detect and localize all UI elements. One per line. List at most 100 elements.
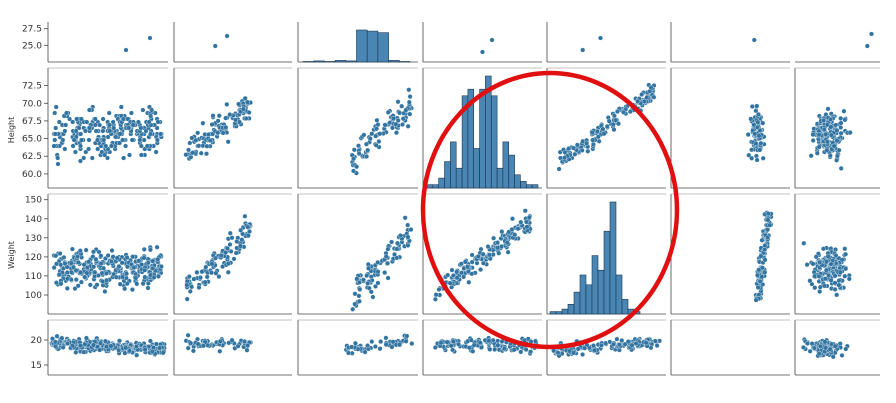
scatter-point [385, 109, 391, 115]
scatter-point [838, 120, 844, 126]
scatter-point [454, 269, 460, 275]
scatter-point [56, 272, 62, 278]
scatter-point [834, 157, 840, 163]
scatter-point [749, 104, 755, 109]
scatter-point [755, 272, 760, 278]
scatter-point [62, 146, 68, 152]
scatter-point [201, 343, 206, 349]
scatter-point [223, 115, 229, 121]
scatter-point [350, 306, 356, 312]
y-tick-label: 67.5 [22, 117, 42, 127]
scatter-point [372, 344, 378, 350]
scatter-point [619, 338, 625, 343]
scatter-point [52, 110, 58, 116]
scatter-point [389, 344, 395, 350]
scatter-point [213, 255, 218, 261]
scatter-point [146, 119, 152, 125]
panel-r0-c5 [670, 22, 790, 63]
scatter-point [506, 229, 512, 235]
scatter-point [654, 343, 660, 349]
scatter-point [754, 103, 760, 109]
scatter-point [518, 219, 524, 225]
scatter-point [450, 347, 456, 353]
scatter-point [354, 164, 360, 170]
scatter-point [400, 122, 405, 127]
scatter-point [70, 343, 75, 349]
scatter-point [224, 33, 230, 39]
scatter-point [128, 110, 134, 116]
scatter-point [61, 254, 67, 260]
scatter-point [153, 341, 159, 347]
scatter-point [225, 269, 231, 275]
scatter-point [82, 274, 88, 280]
red-highlight-ellipse [420, 70, 680, 350]
scatter-point [433, 292, 439, 298]
scatter-point [400, 116, 406, 122]
scatter-point [823, 345, 829, 351]
histogram-bar [615, 274, 623, 315]
scatter-point [393, 121, 399, 127]
histogram-bar [555, 311, 563, 315]
scatter-point [641, 98, 647, 104]
scatter-point [121, 155, 127, 161]
scatter-point [486, 338, 492, 344]
scatter-point [349, 344, 355, 350]
histogram-bar [531, 184, 539, 189]
panel-r0-c0 [47, 22, 168, 63]
scatter-point [512, 232, 518, 238]
scatter-point [64, 285, 70, 291]
scatter-point [383, 342, 389, 348]
scatter-point [154, 244, 160, 250]
scatter-point [77, 158, 83, 164]
scatter-point [869, 31, 874, 37]
scatter-point [827, 346, 833, 352]
y-tick-label: 15 [31, 361, 42, 371]
scatter-point [92, 122, 98, 128]
scatter-point [100, 128, 106, 134]
scatter-point [405, 234, 411, 240]
scatter-point [237, 243, 243, 249]
scatter-point [635, 98, 641, 104]
panel-r1-c5 [670, 67, 790, 189]
scatter-point [373, 283, 378, 289]
scatter-point [239, 237, 245, 243]
scatter-point [812, 285, 818, 291]
scatter-point [842, 273, 848, 279]
scatter-point [64, 270, 70, 275]
scatter-point [209, 261, 215, 267]
scatter-point [407, 94, 413, 100]
scatter-point [227, 112, 233, 118]
scatter-point [130, 254, 136, 260]
scatter-point [817, 289, 823, 295]
scatter-point [449, 267, 455, 273]
scatter-point [52, 137, 58, 143]
scatter-point [804, 262, 810, 268]
scatter-point [127, 348, 132, 354]
histogram-bar [455, 167, 463, 189]
scatter-point [220, 130, 226, 136]
scatter-point [122, 286, 128, 292]
panel-r0-c1 [173, 22, 292, 63]
scatter-point [389, 239, 395, 245]
panel-r1-c3 [422, 67, 542, 189]
scatter-point [98, 261, 104, 266]
scatter-point [100, 116, 106, 122]
scatter-point [352, 340, 358, 346]
scatter-point [817, 343, 823, 349]
scatter-point [648, 85, 654, 91]
scatter-point [836, 278, 842, 284]
scatter-point [68, 260, 74, 266]
scatter-point [611, 341, 616, 347]
scatter-point [825, 253, 831, 259]
histogram-bar [579, 274, 587, 315]
scatter-point [616, 121, 621, 127]
scatter-point [149, 107, 155, 113]
scatter-point [356, 293, 362, 299]
scatter-point [395, 118, 401, 123]
scatter-point [810, 261, 816, 267]
scatter-point [240, 106, 246, 112]
scatter-point [749, 155, 755, 161]
scatter-point [184, 296, 190, 302]
scatter-point [828, 117, 834, 122]
scatter-point [352, 291, 358, 297]
